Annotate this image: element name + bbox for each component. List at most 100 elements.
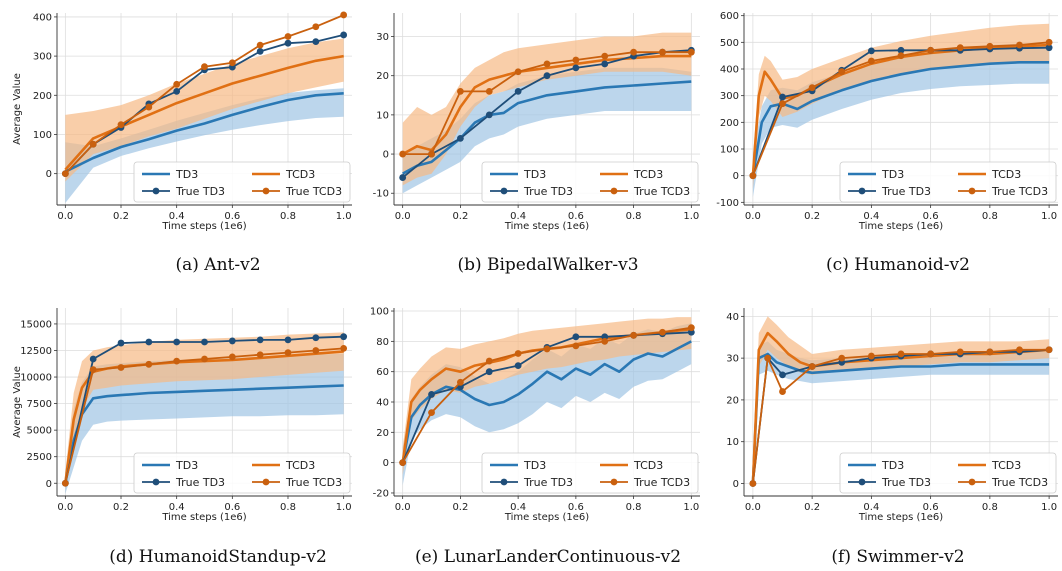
tick-label-x: 1.0 [336, 502, 352, 513]
panel-caption: (d) HumanoidStandup-v2 [109, 547, 327, 567]
band-td3 [65, 88, 344, 203]
tick-label-x: 0.0 [395, 211, 411, 222]
point-true-tcd3 [630, 331, 638, 339]
tick-label-y: 30 [376, 32, 389, 43]
point-true-td3 [779, 93, 786, 101]
tick-label-x: 0.4 [510, 211, 526, 222]
point-true-tcd3 [399, 150, 407, 158]
point-true-tcd3 [514, 68, 522, 76]
point-true-tcd3 [312, 23, 320, 31]
point-true-tcd3 [485, 357, 493, 365]
legend-label-true-td3: True TD3 [175, 185, 225, 198]
legend-label-true-tcd3: True TCD3 [633, 185, 690, 198]
tick-label-x: 0.8 [280, 211, 296, 222]
tick-label-x: 0.2 [452, 211, 468, 222]
panel-caption: (e) LunarLanderContinuous-v2 [415, 547, 681, 567]
point-true-td3 [867, 47, 875, 55]
point-true-tcd3 [867, 57, 875, 65]
point-true-tcd3 [927, 46, 935, 54]
legend-marker-true-tcd3 [610, 478, 618, 486]
legend-box [481, 161, 699, 203]
point-true-tcd3 [1045, 346, 1053, 354]
point-true-tcd3 [228, 353, 236, 361]
tick-label-y: 10 [376, 110, 389, 121]
legend-label-td3: TD3 [175, 168, 198, 181]
point-true-td3 [485, 111, 493, 119]
tick-label-y: 30 [726, 354, 739, 365]
x-axis-title: Time steps (1e6) [504, 221, 589, 232]
point-true-tcd3 [312, 347, 320, 354]
tick-label-y: 200 [720, 118, 739, 129]
point-true-tcd3 [428, 150, 435, 158]
line-td3 [64, 92, 344, 173]
line-td3 [751, 61, 1050, 176]
legend-label-true-td3: True TD3 [523, 476, 573, 489]
line-td3 [401, 340, 692, 463]
legend-box [481, 452, 699, 494]
point-true-tcd3 [838, 354, 846, 362]
tick-label-y: 0 [733, 479, 739, 490]
point-true-tcd3 [986, 42, 994, 50]
point-true-tcd3 [256, 351, 264, 359]
legend-marker-true-td3 [858, 478, 866, 486]
tick-label-y: 80 [376, 337, 389, 348]
band-tcd3 [402, 32, 692, 186]
legend-label-td3: TD3 [881, 168, 904, 181]
point-true-td3 [514, 87, 522, 95]
point-true-tcd3 [687, 48, 695, 56]
legend-label-tcd3: TCD3 [285, 168, 315, 181]
point-true-tcd3 [572, 342, 580, 350]
legend-box [839, 452, 1057, 494]
point-true-tcd3 [764, 354, 772, 362]
tick-label-y: -100 [716, 198, 739, 209]
tick-label-y: 300 [33, 52, 52, 63]
tick-label-x: 0.0 [57, 211, 73, 222]
point-true-td3 [284, 39, 292, 47]
point-true-tcd3 [867, 352, 875, 360]
x-axis-title: Time steps (1e6) [858, 221, 943, 232]
point-true-tcd3 [601, 52, 609, 60]
point-true-td3 [201, 338, 208, 346]
tick-label-x: 0.8 [982, 502, 998, 513]
legend-label-true-td3: True TD3 [881, 185, 931, 198]
tick-label-y: 20 [726, 395, 739, 406]
chart-panel-6: 0 10 20 30 40 0.0 0.2 0.4 0.6 0.8 1.0 Time steps (1… [726, 308, 1058, 567]
legend-box [839, 161, 1057, 203]
tick-label-y: 0 [733, 171, 739, 182]
point-true-td3 [145, 338, 153, 346]
point-true-td3 [1045, 44, 1053, 52]
point-true-td3 [256, 48, 264, 55]
point-true-td3 [399, 174, 407, 181]
tick-label-y: 15000 [20, 319, 52, 330]
point-true-tcd3 [61, 170, 69, 178]
tick-label-x: 0.2 [113, 211, 129, 222]
tick-label-y: 5000 [27, 426, 52, 437]
point-true-tcd3 [808, 363, 816, 370]
point-true-tcd3 [897, 52, 905, 60]
legend-marker-true-td3 [152, 478, 160, 486]
legend: TD3 TCD3 True TD3 True TCD3 [839, 452, 1057, 494]
legend: TD3 TCD3 True TD3 True TCD3 [839, 161, 1057, 203]
tick-label-x: 0.4 [863, 211, 879, 222]
point-true-tcd3 [428, 409, 435, 417]
point-true-tcd3 [779, 100, 786, 108]
tick-label-x: 0.6 [923, 211, 939, 222]
point-true-tcd3 [1016, 346, 1023, 354]
point-true-tcd3 [543, 60, 551, 68]
legend-marker-true-tcd3 [262, 478, 270, 486]
tick-label-x: 0.4 [169, 211, 185, 222]
legend-label-true-td3: True TD3 [881, 476, 931, 489]
panel-caption: (f) Swimmer-v2 [831, 547, 964, 567]
point-true-tcd3 [89, 366, 97, 374]
point-true-tcd3 [956, 44, 964, 52]
point-true-tcd3 [1016, 41, 1023, 49]
tick-label-x: 0.0 [57, 502, 73, 513]
tick-label-y: 12500 [20, 346, 52, 357]
point-true-tcd3 [399, 459, 407, 467]
point-true-tcd3 [749, 480, 757, 487]
legend-label-tcd3: TCD3 [991, 168, 1021, 181]
tick-label-y: 0 [383, 150, 389, 161]
point-true-tcd3 [543, 345, 551, 353]
tick-label-y: 40 [726, 312, 739, 323]
tick-label-y: 10000 [20, 373, 52, 384]
